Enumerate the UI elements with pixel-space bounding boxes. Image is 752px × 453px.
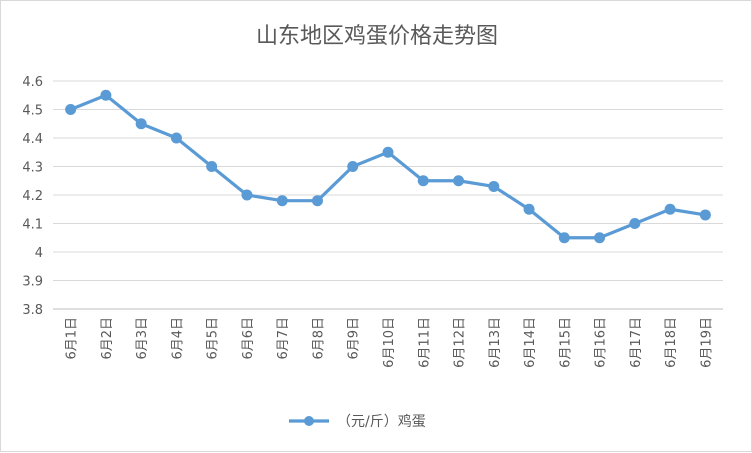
data-point xyxy=(65,104,77,115)
y-tick-label: 4 xyxy=(35,246,43,261)
data-point xyxy=(453,175,465,187)
y-tick-label: 4.3 xyxy=(22,161,43,176)
x-tick-label: 6月13日 xyxy=(488,317,503,368)
data-point xyxy=(276,195,288,207)
data-point xyxy=(382,146,394,158)
data-point xyxy=(100,89,112,101)
x-axis-ticks: 6月1日 6月2日 6月3日 6月4日 6月5日 6月6日 6月7日 6月8日 6月9日 6月10… xyxy=(65,317,715,368)
x-tick-label: 6月18日 xyxy=(664,317,679,368)
data-point xyxy=(417,175,429,187)
x-tick-label: 6月11日 xyxy=(417,317,432,368)
data-point xyxy=(699,209,711,221)
x-tick-label: 6月7日 xyxy=(276,317,291,360)
chart-title: 山东地区鸡蛋价格走势图 xyxy=(256,24,498,49)
data-point xyxy=(206,161,218,172)
x-tick-label: 6月6日 xyxy=(241,317,256,360)
y-tick-label: 4.6 xyxy=(22,75,43,90)
data-point xyxy=(523,203,535,215)
x-tick-label: 6月19日 xyxy=(699,317,714,368)
x-tick-label: 6月10日 xyxy=(382,317,397,368)
data-point xyxy=(664,203,676,215)
y-tick-label: 4.2 xyxy=(22,189,43,204)
x-tick-label: 6月4日 xyxy=(170,317,185,360)
y-tick-label: 3.9 xyxy=(22,275,43,290)
y-tick-label: 4.1 xyxy=(22,218,43,233)
x-tick-label: 6月14日 xyxy=(523,317,538,368)
x-tick-label: 6月2日 xyxy=(100,317,115,360)
data-point xyxy=(558,232,570,244)
x-tick-label: 6月12日 xyxy=(453,317,468,368)
x-tick-label: 6月8日 xyxy=(311,317,326,360)
legend: （元/斤）鸡蛋 xyxy=(289,413,426,430)
x-tick-label: 6月3日 xyxy=(135,317,150,360)
data-point xyxy=(488,180,500,192)
y-tick-label: 4.5 xyxy=(22,104,43,119)
data-point xyxy=(594,232,606,244)
x-tick-label: 6月9日 xyxy=(347,317,362,360)
legend-point-marker xyxy=(304,416,314,426)
data-point xyxy=(135,118,147,130)
x-tick-label: 6月15日 xyxy=(558,317,573,368)
y-tick-label: 4.4 xyxy=(22,132,43,147)
x-tick-label: 6月16日 xyxy=(594,317,609,368)
gridlines xyxy=(53,80,723,310)
data-point xyxy=(241,189,253,201)
x-tick-label: 6月1日 xyxy=(65,317,80,360)
x-tick-label: 6月5日 xyxy=(206,317,221,360)
series-egg xyxy=(65,89,711,244)
x-tick-label: 6月17日 xyxy=(629,317,644,368)
data-point xyxy=(629,218,641,229)
data-point xyxy=(311,195,323,207)
y-tick-label: 3.8 xyxy=(22,303,43,318)
y-axis-ticks: 3.8 3.9 4 4.1 4.2 4.3 4.4 4.5 4.6 xyxy=(22,75,43,318)
legend-label: （元/斤）鸡蛋 xyxy=(337,413,426,430)
data-point xyxy=(347,161,359,172)
data-point xyxy=(170,132,182,144)
